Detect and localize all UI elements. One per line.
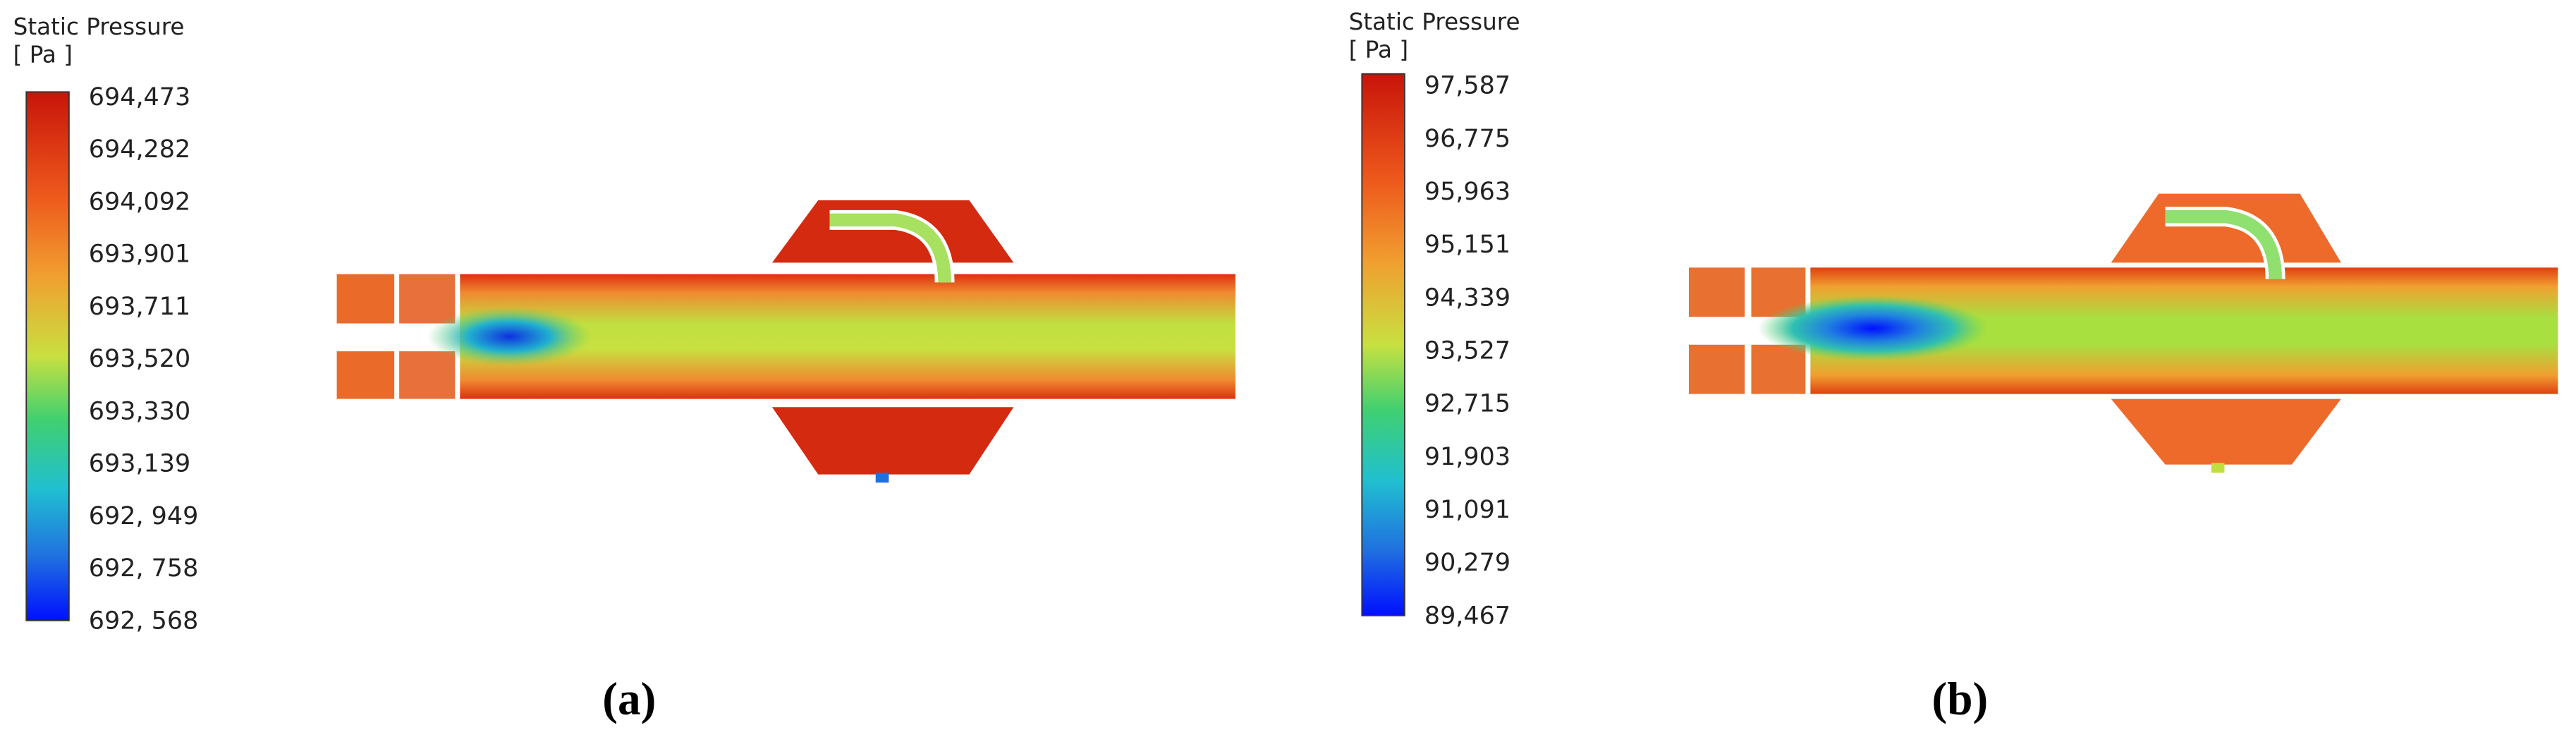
legend-label: 692, 949 xyxy=(89,502,199,530)
colorbar xyxy=(25,91,70,621)
legend-label: 94,339 xyxy=(1424,284,1510,312)
legend-label: 95,151 xyxy=(1424,231,1510,259)
legend-label: 694,282 xyxy=(89,135,190,164)
legend-label: 96,775 xyxy=(1424,125,1510,153)
legend-label: 693,139 xyxy=(89,450,190,478)
contour-b xyxy=(1688,193,2558,473)
legend-label: 693,520 xyxy=(89,345,190,373)
panel-label: (b) xyxy=(1932,674,1989,724)
legend-label: 90,279 xyxy=(1424,549,1510,577)
colorbar xyxy=(1361,73,1405,616)
legend-label: 692, 568 xyxy=(89,607,199,635)
legend-title: Static Pressure xyxy=(1349,8,1520,35)
legend-label: 97,587 xyxy=(1424,72,1510,100)
legend-label: 91,903 xyxy=(1424,443,1510,471)
legend-title: Static Pressure xyxy=(13,13,185,40)
legend-label: 92,715 xyxy=(1424,390,1510,418)
legend-label: 93,527 xyxy=(1424,337,1510,365)
legend-label: 693,330 xyxy=(89,397,190,425)
legend-label: 693,711 xyxy=(89,293,190,321)
legend-label: 694,092 xyxy=(89,188,190,216)
legend-unit: [ Pa ] xyxy=(1349,36,1408,63)
legend-label: 91,091 xyxy=(1424,496,1510,524)
contour-a xyxy=(336,200,1235,483)
legend-label: 89,467 xyxy=(1424,602,1510,630)
legend-label: 692, 758 xyxy=(89,554,199,583)
legend-label: 693,901 xyxy=(89,241,190,269)
legend-label: 694,473 xyxy=(89,83,190,111)
panel-label: (a) xyxy=(602,674,656,724)
legend-label: 95,963 xyxy=(1424,178,1510,206)
legend-unit: [ Pa ] xyxy=(13,41,73,68)
